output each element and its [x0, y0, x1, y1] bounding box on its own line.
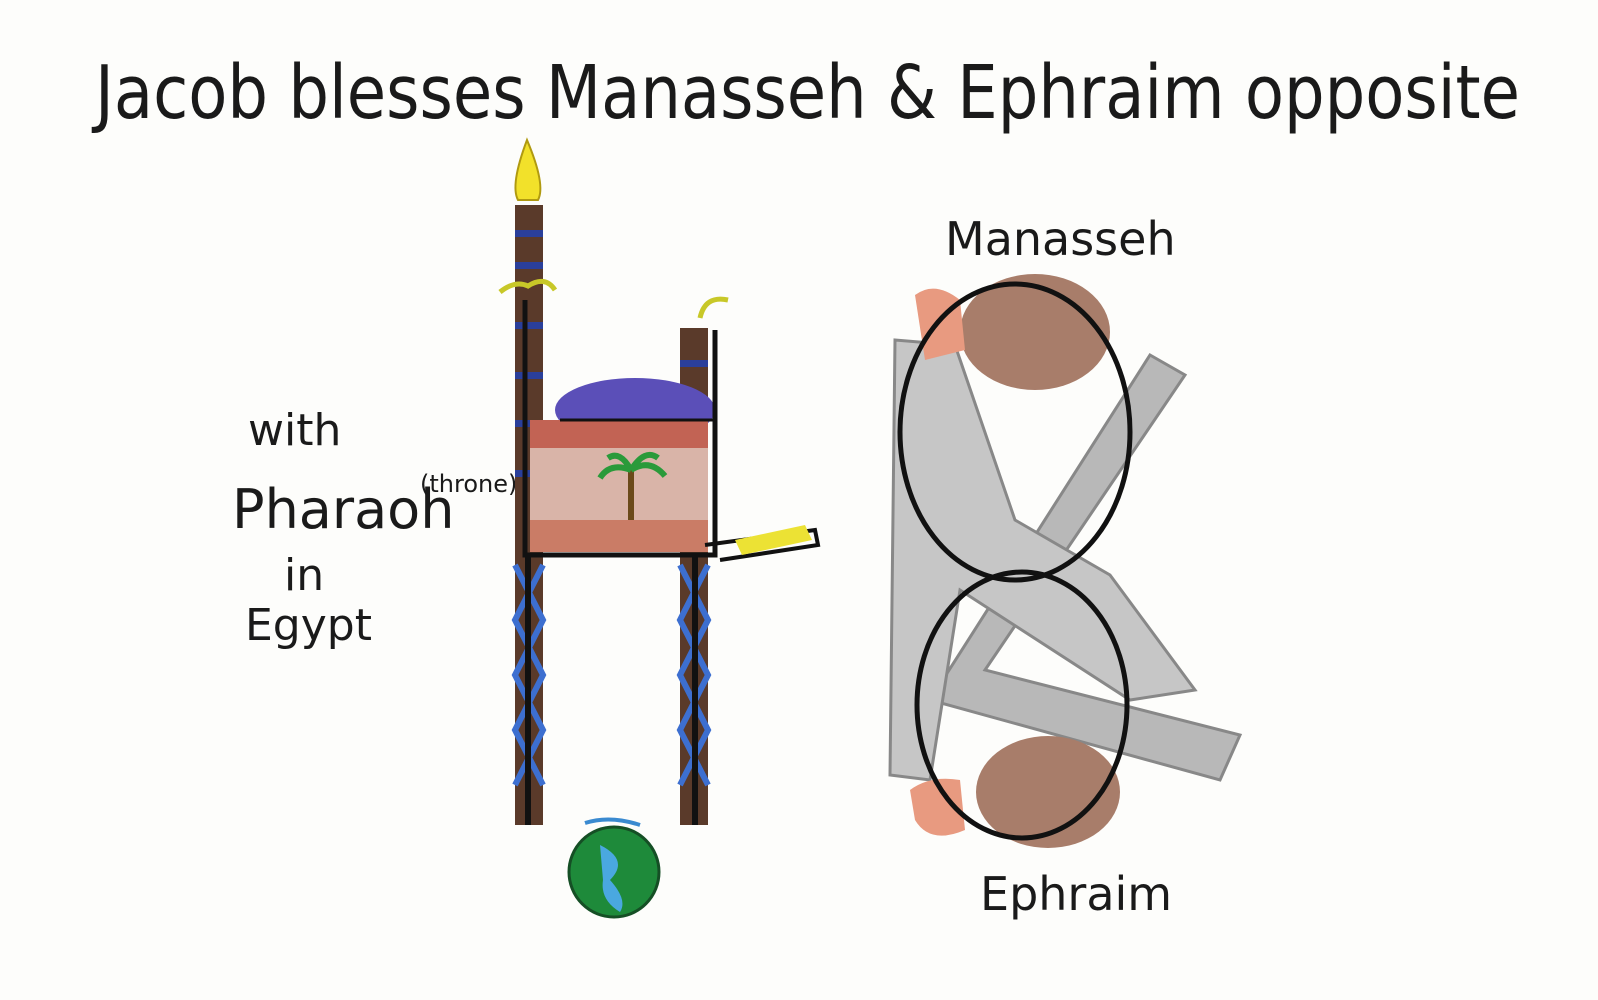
throne	[498, 137, 821, 825]
arm	[888, 338, 1198, 782]
caption-egypt: Egypt	[245, 600, 372, 651]
globe-mark	[584, 817, 641, 827]
ornament	[498, 278, 558, 294]
leg-pattern	[511, 563, 712, 787]
scepter-gold	[735, 525, 812, 555]
head-bottom	[976, 736, 1120, 848]
loop-top	[897, 281, 1133, 583]
title: Jacob blesses Manasseh & Ephraim opposit…	[92, 50, 1520, 136]
globe-water	[600, 845, 623, 912]
throne-outline	[522, 300, 718, 558]
caption-pharaoh: Pharaoh	[232, 478, 454, 541]
label-manasseh: Manasseh	[945, 212, 1176, 266]
caption-with: with	[248, 405, 341, 456]
leg-line	[692, 555, 698, 825]
palm-leaves	[597, 452, 668, 480]
bricks	[530, 520, 708, 552]
label-ephraim: Ephraim	[980, 867, 1172, 921]
caption-note: (throne)	[420, 470, 517, 498]
flame	[514, 137, 542, 201]
ornament	[697, 296, 729, 319]
caption-in: in	[284, 550, 324, 601]
figure-eight	[888, 274, 1243, 848]
bricks	[530, 420, 708, 448]
hand	[910, 778, 965, 836]
leg-line	[525, 555, 531, 825]
palm-trunk	[628, 470, 634, 520]
loop-bottom	[914, 569, 1130, 841]
